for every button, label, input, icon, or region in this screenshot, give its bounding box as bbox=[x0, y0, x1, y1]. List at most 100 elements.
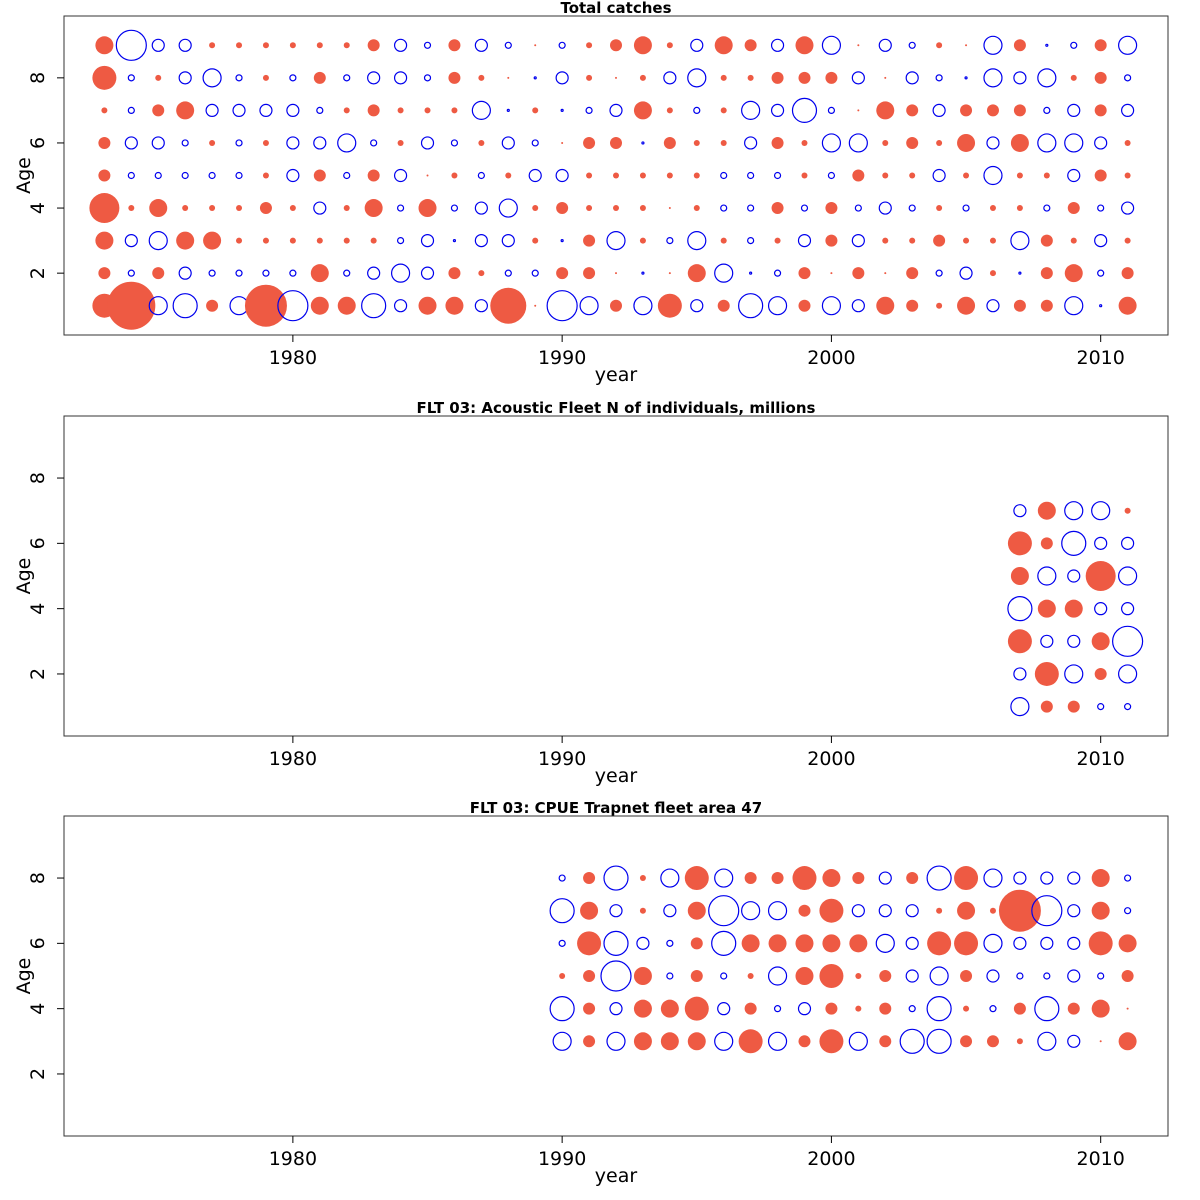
residual-bubble-positive bbox=[684, 866, 709, 891]
residual-bubble-positive bbox=[960, 970, 973, 982]
residual-bubble-positive bbox=[367, 169, 380, 182]
residual-bubble-positive bbox=[561, 141, 564, 144]
residual-bubble-positive bbox=[1007, 531, 1032, 556]
residual-bubble-negative bbox=[747, 237, 755, 245]
residual-bubble-negative bbox=[851, 71, 865, 85]
y-axis-label: Age bbox=[13, 157, 35, 194]
residual-bubble-positive bbox=[310, 296, 329, 315]
residual-bubble-positive bbox=[825, 1002, 838, 1015]
residual-bubble-negative bbox=[797, 1002, 812, 1016]
residual-bubble-positive bbox=[668, 272, 671, 275]
residual-bubble-positive bbox=[989, 205, 996, 212]
residual-bubble-positive bbox=[771, 202, 784, 215]
x-axis-label: year bbox=[595, 364, 638, 386]
residual-bubble-negative bbox=[690, 299, 704, 313]
residual-bubble-negative bbox=[549, 996, 575, 1022]
residual-bubble-positive bbox=[559, 973, 566, 979]
residual-bubble-negative bbox=[474, 201, 488, 215]
residual-bubble-negative bbox=[390, 263, 411, 283]
residual-bubble-positive bbox=[684, 996, 709, 1021]
residual-bubble-positive bbox=[1064, 599, 1083, 618]
residual-bubble-positive bbox=[451, 107, 458, 114]
residual-bubble-positive bbox=[884, 76, 887, 79]
residual-bubble-positive bbox=[107, 281, 156, 330]
residual-bubble-negative bbox=[474, 234, 488, 248]
residual-bubble-negative bbox=[905, 904, 919, 918]
residual-bubble-negative bbox=[854, 204, 862, 212]
residual-bubble-positive bbox=[556, 267, 569, 280]
residual-bubble-positive bbox=[666, 172, 673, 179]
residual-bubble-negative bbox=[420, 136, 435, 150]
residual-bubble-negative bbox=[1124, 74, 1132, 82]
residual-bubble-positive bbox=[957, 901, 976, 920]
residual-bubble-positive bbox=[448, 39, 461, 52]
residual-bubble-negative bbox=[714, 868, 734, 888]
residual-bubble-negative bbox=[878, 904, 892, 918]
residual-bubble-negative bbox=[313, 136, 327, 150]
residual-bubble-negative bbox=[151, 38, 165, 52]
residual-bubble-negative bbox=[905, 71, 919, 85]
y-tick-label: 2 bbox=[27, 267, 49, 279]
residual-bubble-negative bbox=[773, 269, 782, 277]
residual-bubble-positive bbox=[1010, 567, 1029, 585]
residual-bubble-positive bbox=[879, 1002, 892, 1015]
residual-bubble-positive bbox=[209, 42, 216, 49]
residual-bubble-positive bbox=[316, 237, 323, 244]
residual-bubble-positive bbox=[986, 1035, 999, 1048]
residual-bubble-negative bbox=[1040, 634, 1054, 648]
residual-bubble-positive bbox=[1118, 934, 1137, 953]
residual-bubble-negative bbox=[127, 269, 135, 277]
residual-bubble-negative bbox=[552, 1031, 572, 1051]
residual-bubble-positive bbox=[927, 931, 952, 956]
residual-bubble-positive bbox=[825, 202, 838, 215]
residual-bubble-positive bbox=[586, 205, 593, 212]
residual-bubble-negative bbox=[1067, 936, 1081, 950]
residual-bubble-negative bbox=[926, 865, 952, 891]
residual-bubble-negative bbox=[773, 1005, 782, 1013]
residual-bubble-negative bbox=[361, 293, 387, 319]
residual-bubble-positive bbox=[128, 205, 135, 212]
x-tick-label: 2010 bbox=[1077, 748, 1125, 770]
residual-bubble-positive bbox=[906, 267, 919, 280]
residual-bubble-negative bbox=[1064, 296, 1084, 316]
residual-bubble-positive bbox=[1124, 172, 1131, 179]
x-tick-label: 1980 bbox=[269, 347, 317, 369]
residual-bubble-negative bbox=[286, 168, 300, 183]
residual-bubble-negative bbox=[452, 239, 457, 243]
plot-frame bbox=[63, 15, 1169, 336]
residual-bubble-negative bbox=[289, 269, 297, 277]
residual-bubble-positive bbox=[310, 264, 329, 283]
residual-bubble-positive bbox=[720, 139, 727, 146]
residual-bubble-negative bbox=[124, 136, 138, 150]
residual-bubble-positive bbox=[666, 107, 673, 114]
y-tick-label: 8 bbox=[27, 872, 49, 884]
residual-bubble-negative bbox=[1045, 43, 1049, 47]
residual-bubble-positive bbox=[798, 299, 811, 312]
residual-bubble-positive bbox=[532, 107, 539, 114]
residual-bubble-negative bbox=[741, 901, 761, 921]
residual-bubble-negative bbox=[747, 171, 755, 180]
residual-bubble-positive bbox=[149, 199, 168, 218]
residual-bubble-negative bbox=[533, 76, 537, 80]
residual-bubble-negative bbox=[343, 74, 351, 82]
residual-bubble-positive bbox=[795, 36, 814, 55]
residual-bubble-negative bbox=[747, 204, 755, 212]
residual-bubble-positive bbox=[448, 71, 461, 84]
residual-bubble-positive bbox=[534, 44, 537, 47]
residual-bubble-negative bbox=[546, 290, 578, 322]
residual-bubble-positive bbox=[1034, 661, 1059, 686]
residual-bubble-negative bbox=[1037, 566, 1057, 586]
residual-bubble-positive bbox=[795, 967, 814, 985]
residual-bubble-positive bbox=[610, 39, 622, 52]
residual-bubble-positive bbox=[490, 287, 527, 324]
residual-bubble-negative bbox=[1013, 936, 1027, 950]
residual-bubble-positive bbox=[687, 1032, 706, 1051]
residual-bubble-negative bbox=[1067, 103, 1081, 117]
residual-bubble-negative bbox=[1067, 634, 1081, 648]
residual-bubble-positive bbox=[1043, 172, 1050, 179]
residual-bubble-negative bbox=[636, 936, 650, 950]
panel-1: Total catches 1980 1990 2000 2010 2 4 6 8 year Age bbox=[13, 0, 1169, 386]
residual-bubble-positive bbox=[259, 202, 272, 215]
residual-bubble-negative bbox=[393, 38, 408, 52]
residual-bubble-negative bbox=[899, 1028, 925, 1054]
